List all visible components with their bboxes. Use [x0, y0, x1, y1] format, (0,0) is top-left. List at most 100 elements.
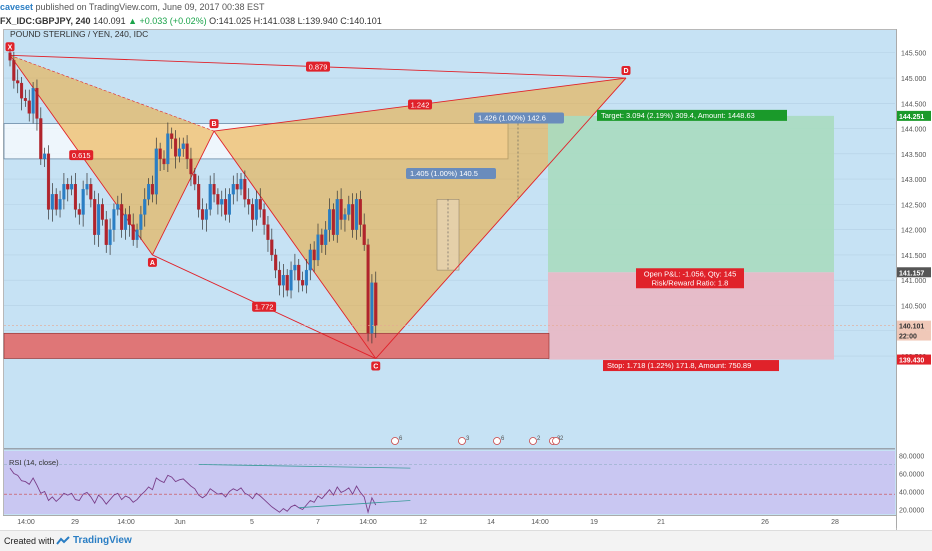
- pattern-point-badge: [371, 361, 381, 371]
- candle-body: [39, 118, 43, 160]
- candle-body: [123, 214, 128, 230]
- candle-body: [200, 209, 205, 220]
- candle-body: [170, 133, 174, 139]
- candle-body: [239, 178, 243, 190]
- candle-body: [266, 224, 270, 240]
- time-tick-label: 14:00: [17, 519, 35, 526]
- candle-body: [54, 194, 58, 210]
- stop-label-bg: [603, 360, 779, 372]
- candle-body: [331, 209, 335, 235]
- candle-body: [27, 100, 31, 114]
- price-tag-bg: [897, 267, 931, 278]
- candle-body: [162, 158, 166, 165]
- ratio-badge: [252, 301, 277, 312]
- event-marker: [529, 437, 537, 445]
- price-tick-label: 142.000: [901, 228, 926, 235]
- pattern-point-badge: [147, 257, 157, 267]
- candle-body: [320, 234, 324, 245]
- pattern-point-b: B: [209, 119, 219, 129]
- pattern-point-label: A: [150, 260, 155, 267]
- pattern-line-xb: [9, 54, 215, 132]
- candle-body: [158, 148, 162, 160]
- candle-body: [66, 184, 70, 190]
- candle-body: [362, 224, 366, 245]
- candle-body: [177, 148, 181, 157]
- candle-body: [185, 143, 189, 160]
- symbol-name: FX_IDC:GBPJPY, 240: [0, 16, 91, 26]
- rsi-tick-label: 20.0000: [899, 508, 924, 515]
- candle-body: [270, 239, 274, 256]
- candle-body: [285, 274, 289, 291]
- event-marker: [552, 437, 560, 445]
- time-tick-label: 5: [250, 519, 254, 526]
- candle-body: [281, 274, 285, 286]
- price-tag-label: 141.157: [899, 270, 924, 277]
- candle-body: [312, 249, 316, 261]
- candle-body: [120, 204, 124, 230]
- candle-body: [97, 204, 101, 235]
- rsi-tick-label: 80.0000: [899, 454, 924, 461]
- price-tag-label: 144.251: [899, 114, 924, 121]
- rsi-tick-label: 60.0000: [899, 472, 924, 479]
- candle-body: [374, 282, 378, 326]
- tradingview-brand[interactable]: TradingView: [73, 535, 132, 546]
- footer-bar: Created with TradingView: [0, 530, 932, 551]
- candle-body: [116, 204, 120, 210]
- candle-body: [339, 199, 343, 220]
- candle-body: [85, 184, 89, 190]
- candle-body: [308, 249, 312, 271]
- candle-body: [358, 199, 362, 225]
- rsi-title: RSI (14, close): [9, 458, 59, 467]
- author-link[interactable]: caveset: [0, 2, 34, 12]
- candle-body: [70, 184, 74, 190]
- candle-body: [46, 153, 51, 210]
- pnl-label-bg: [636, 268, 744, 289]
- candle-body: [293, 264, 297, 271]
- publish-info: caveset published on TradingView.com, Ju…: [0, 0, 932, 14]
- candle-body: [127, 214, 131, 225]
- candle-body: [289, 269, 293, 291]
- candle-body: [35, 87, 39, 119]
- candle-body: [166, 133, 170, 165]
- time-tick-label: 12: [419, 519, 427, 526]
- created-with-text: Created with: [4, 536, 55, 546]
- pattern-point-label: C: [373, 364, 378, 371]
- rsi-line: [9, 467, 377, 514]
- time-axis[interactable]: [3, 515, 896, 530]
- candle-body: [173, 138, 178, 157]
- event-count: 6: [399, 436, 403, 442]
- candle-body: [154, 148, 158, 195]
- candle-body: [112, 209, 116, 230]
- candle-body: [181, 143, 185, 149]
- candle-body: [316, 234, 320, 261]
- candle-body: [354, 199, 359, 230]
- chart-title: POUND STERLING / YEN, 240, IDC: [10, 29, 148, 39]
- candle-body: [204, 209, 208, 220]
- ratio-badge: [69, 150, 94, 161]
- candle-body: [227, 194, 232, 215]
- candle-body: [216, 194, 220, 205]
- candle-body: [235, 184, 239, 190]
- time-tick-label: 19: [590, 519, 598, 526]
- candle-body: [16, 80, 20, 84]
- candle-body: [247, 199, 251, 205]
- time-tick-label: 28: [831, 519, 839, 526]
- measure-label: 1.426 (1.00%) 142.6: [478, 113, 546, 122]
- event-count: 2: [537, 436, 541, 442]
- target-zone: [548, 115, 834, 273]
- price-tag-bg: [897, 320, 931, 331]
- event-marker: [458, 437, 466, 445]
- measure-label-bg: [406, 168, 496, 180]
- candle-body: [343, 214, 347, 220]
- candle-body: [89, 184, 93, 200]
- candle-body: [104, 219, 108, 245]
- event-marker: [493, 437, 501, 445]
- event-count: 6: [501, 436, 505, 442]
- rsi-pane: [4, 451, 895, 514]
- time-tick-label: 14: [487, 519, 495, 526]
- ratio-label: 0.615: [72, 151, 91, 160]
- price-tag-label: 139.430: [899, 358, 924, 365]
- candle-body: [304, 269, 308, 286]
- time-tick-label: 14:00: [359, 519, 377, 526]
